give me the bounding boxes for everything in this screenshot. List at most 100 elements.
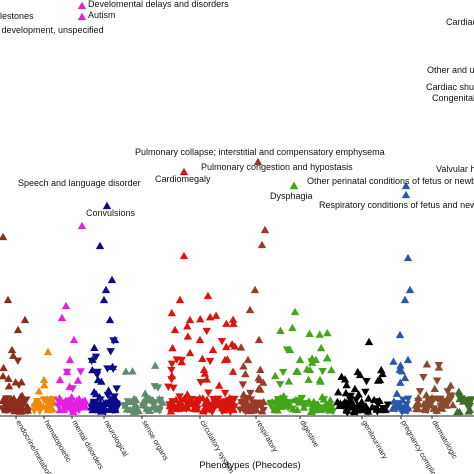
data-point [415,388,425,396]
annotated-point [289,181,299,190]
data-point [128,367,137,375]
data-point [95,241,105,250]
data-point [361,388,370,397]
data-point [166,407,176,415]
data-point [222,342,231,351]
data-point [43,347,53,356]
data-point [74,394,84,403]
data-point [316,343,326,352]
data-point [16,392,25,400]
data-point [110,335,120,344]
data-point [96,407,106,415]
annotation-label: Convulsions [86,208,136,218]
data-point [260,225,270,234]
data-point [214,400,223,409]
x-tick-label: mental disorders [70,419,106,472]
data-point [179,251,189,260]
data-point [253,157,263,166]
data-point [229,404,239,412]
data-point [460,396,469,405]
data-point [305,365,315,374]
data-point [40,381,49,389]
data-point [383,401,393,409]
data-point [1,405,10,414]
data-point [400,295,410,304]
data-point [350,406,359,414]
data-point [432,377,442,385]
data-point [422,360,432,368]
data-point [419,373,428,382]
data-point [225,397,234,405]
data-point [371,405,381,413]
data-point [179,403,188,411]
data-point [377,405,386,413]
annotated-point [77,12,87,21]
data-point [169,384,178,393]
data-point [208,345,218,354]
data-point [150,361,160,369]
data-point [220,403,230,412]
data-point [90,343,99,351]
data-point [318,367,327,376]
data-point [103,365,112,373]
data-point [322,354,332,362]
data-point [93,375,103,384]
data-point [275,381,285,389]
data-point [205,357,215,366]
data-point [200,399,210,407]
data-point [0,363,8,372]
data-point [148,402,157,411]
data-point [196,379,205,387]
data-point [241,369,250,378]
data-point [69,335,79,344]
data-point [403,253,413,262]
data-point [205,313,215,321]
data-point [464,407,473,415]
data-point [88,365,97,374]
data-point [79,399,88,407]
data-point [256,365,265,374]
data-point [81,402,90,411]
annotation-label: Valvular he [436,164,474,174]
annotation-label: Other and une [427,65,474,75]
data-point [99,295,109,304]
annotated-point [401,181,411,190]
data-point [22,396,31,404]
data-point [229,319,238,327]
data-point [43,403,52,411]
data-point [150,399,159,407]
data-point [246,389,255,398]
data-point [426,398,436,406]
data-point [288,405,297,414]
data-point [227,340,237,348]
annotation-label: Pulmonary collapse; interstitial and com… [135,147,385,157]
data-point [170,325,180,334]
x-tick-label: hematopoietic [42,419,73,464]
data-point [273,406,282,414]
data-point [343,408,353,416]
data-point [155,407,164,415]
data-point [185,348,195,357]
data-point [108,362,117,370]
data-point [34,404,43,412]
data-point [217,338,227,346]
data-point [200,369,210,377]
data-point [248,404,257,412]
data-point [193,396,202,404]
data-point [228,315,238,323]
data-point [91,389,101,398]
data-point [97,401,106,410]
data-point [109,399,118,407]
data-point [214,381,224,389]
data-point [17,377,26,386]
data-point [238,381,248,389]
data-point [18,402,28,410]
data-point [254,399,263,407]
data-point [168,343,177,352]
data-point [414,397,423,406]
data-point [220,398,229,406]
data-point [62,398,71,406]
data-point [322,400,331,408]
data-point [198,354,207,362]
